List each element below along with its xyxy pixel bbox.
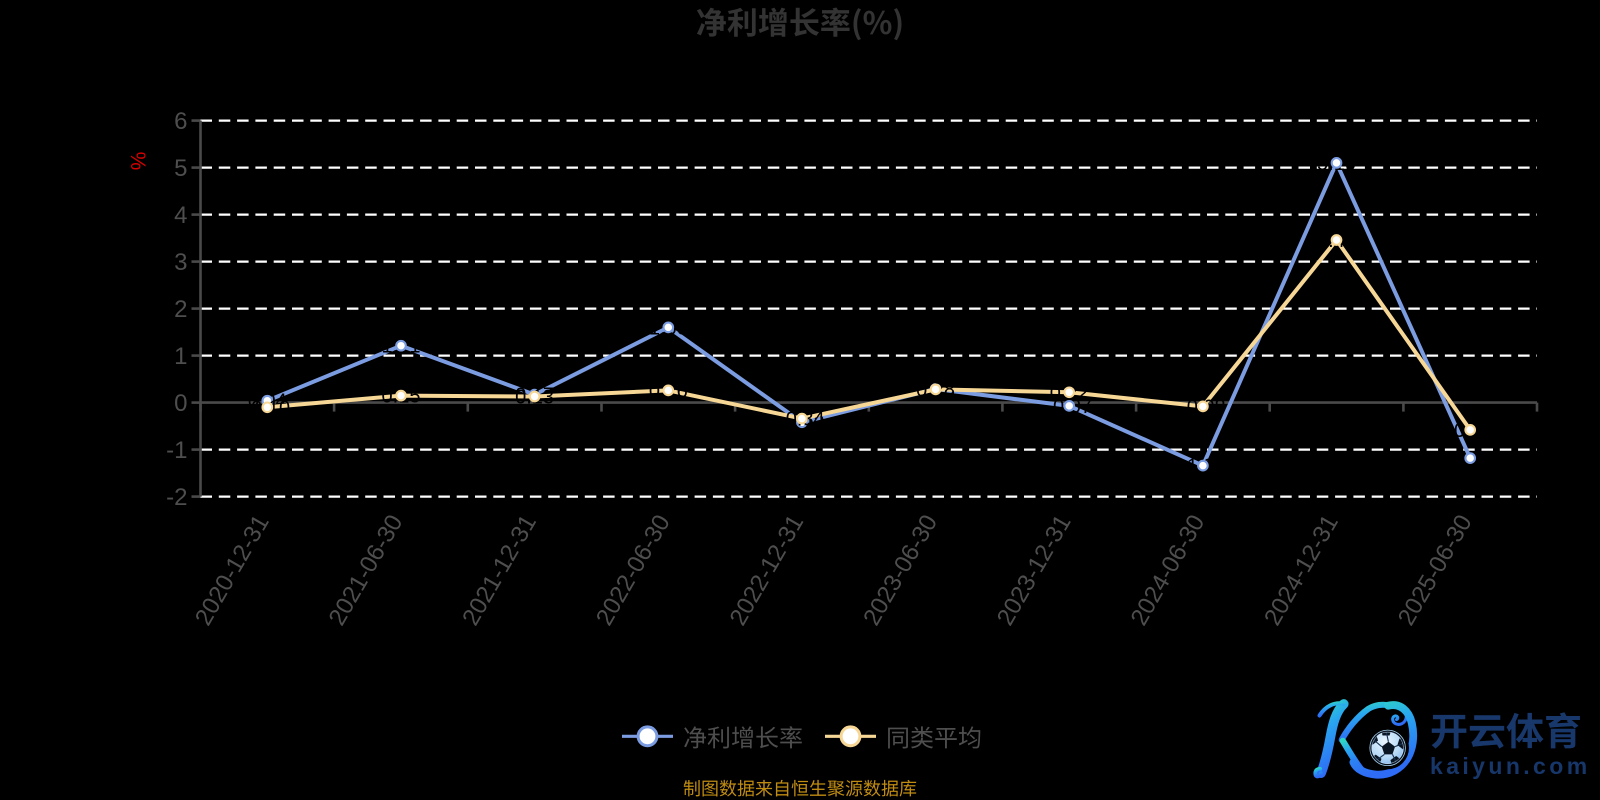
svg-text:%: % — [126, 152, 149, 171]
svg-text:6: 6 — [174, 108, 187, 135]
svg-text:3: 3 — [174, 249, 187, 276]
svg-text:4: 4 — [174, 202, 187, 229]
svg-text:kaiyun.com: kaiyun.com — [1430, 753, 1591, 779]
svg-text:-2: -2 — [166, 484, 187, 511]
svg-text:2: 2 — [174, 296, 187, 323]
svg-text:0: 0 — [174, 390, 187, 417]
svg-text:1: 1 — [174, 343, 187, 370]
svg-text:-1: -1 — [166, 437, 187, 464]
svg-text:5: 5 — [174, 155, 187, 182]
